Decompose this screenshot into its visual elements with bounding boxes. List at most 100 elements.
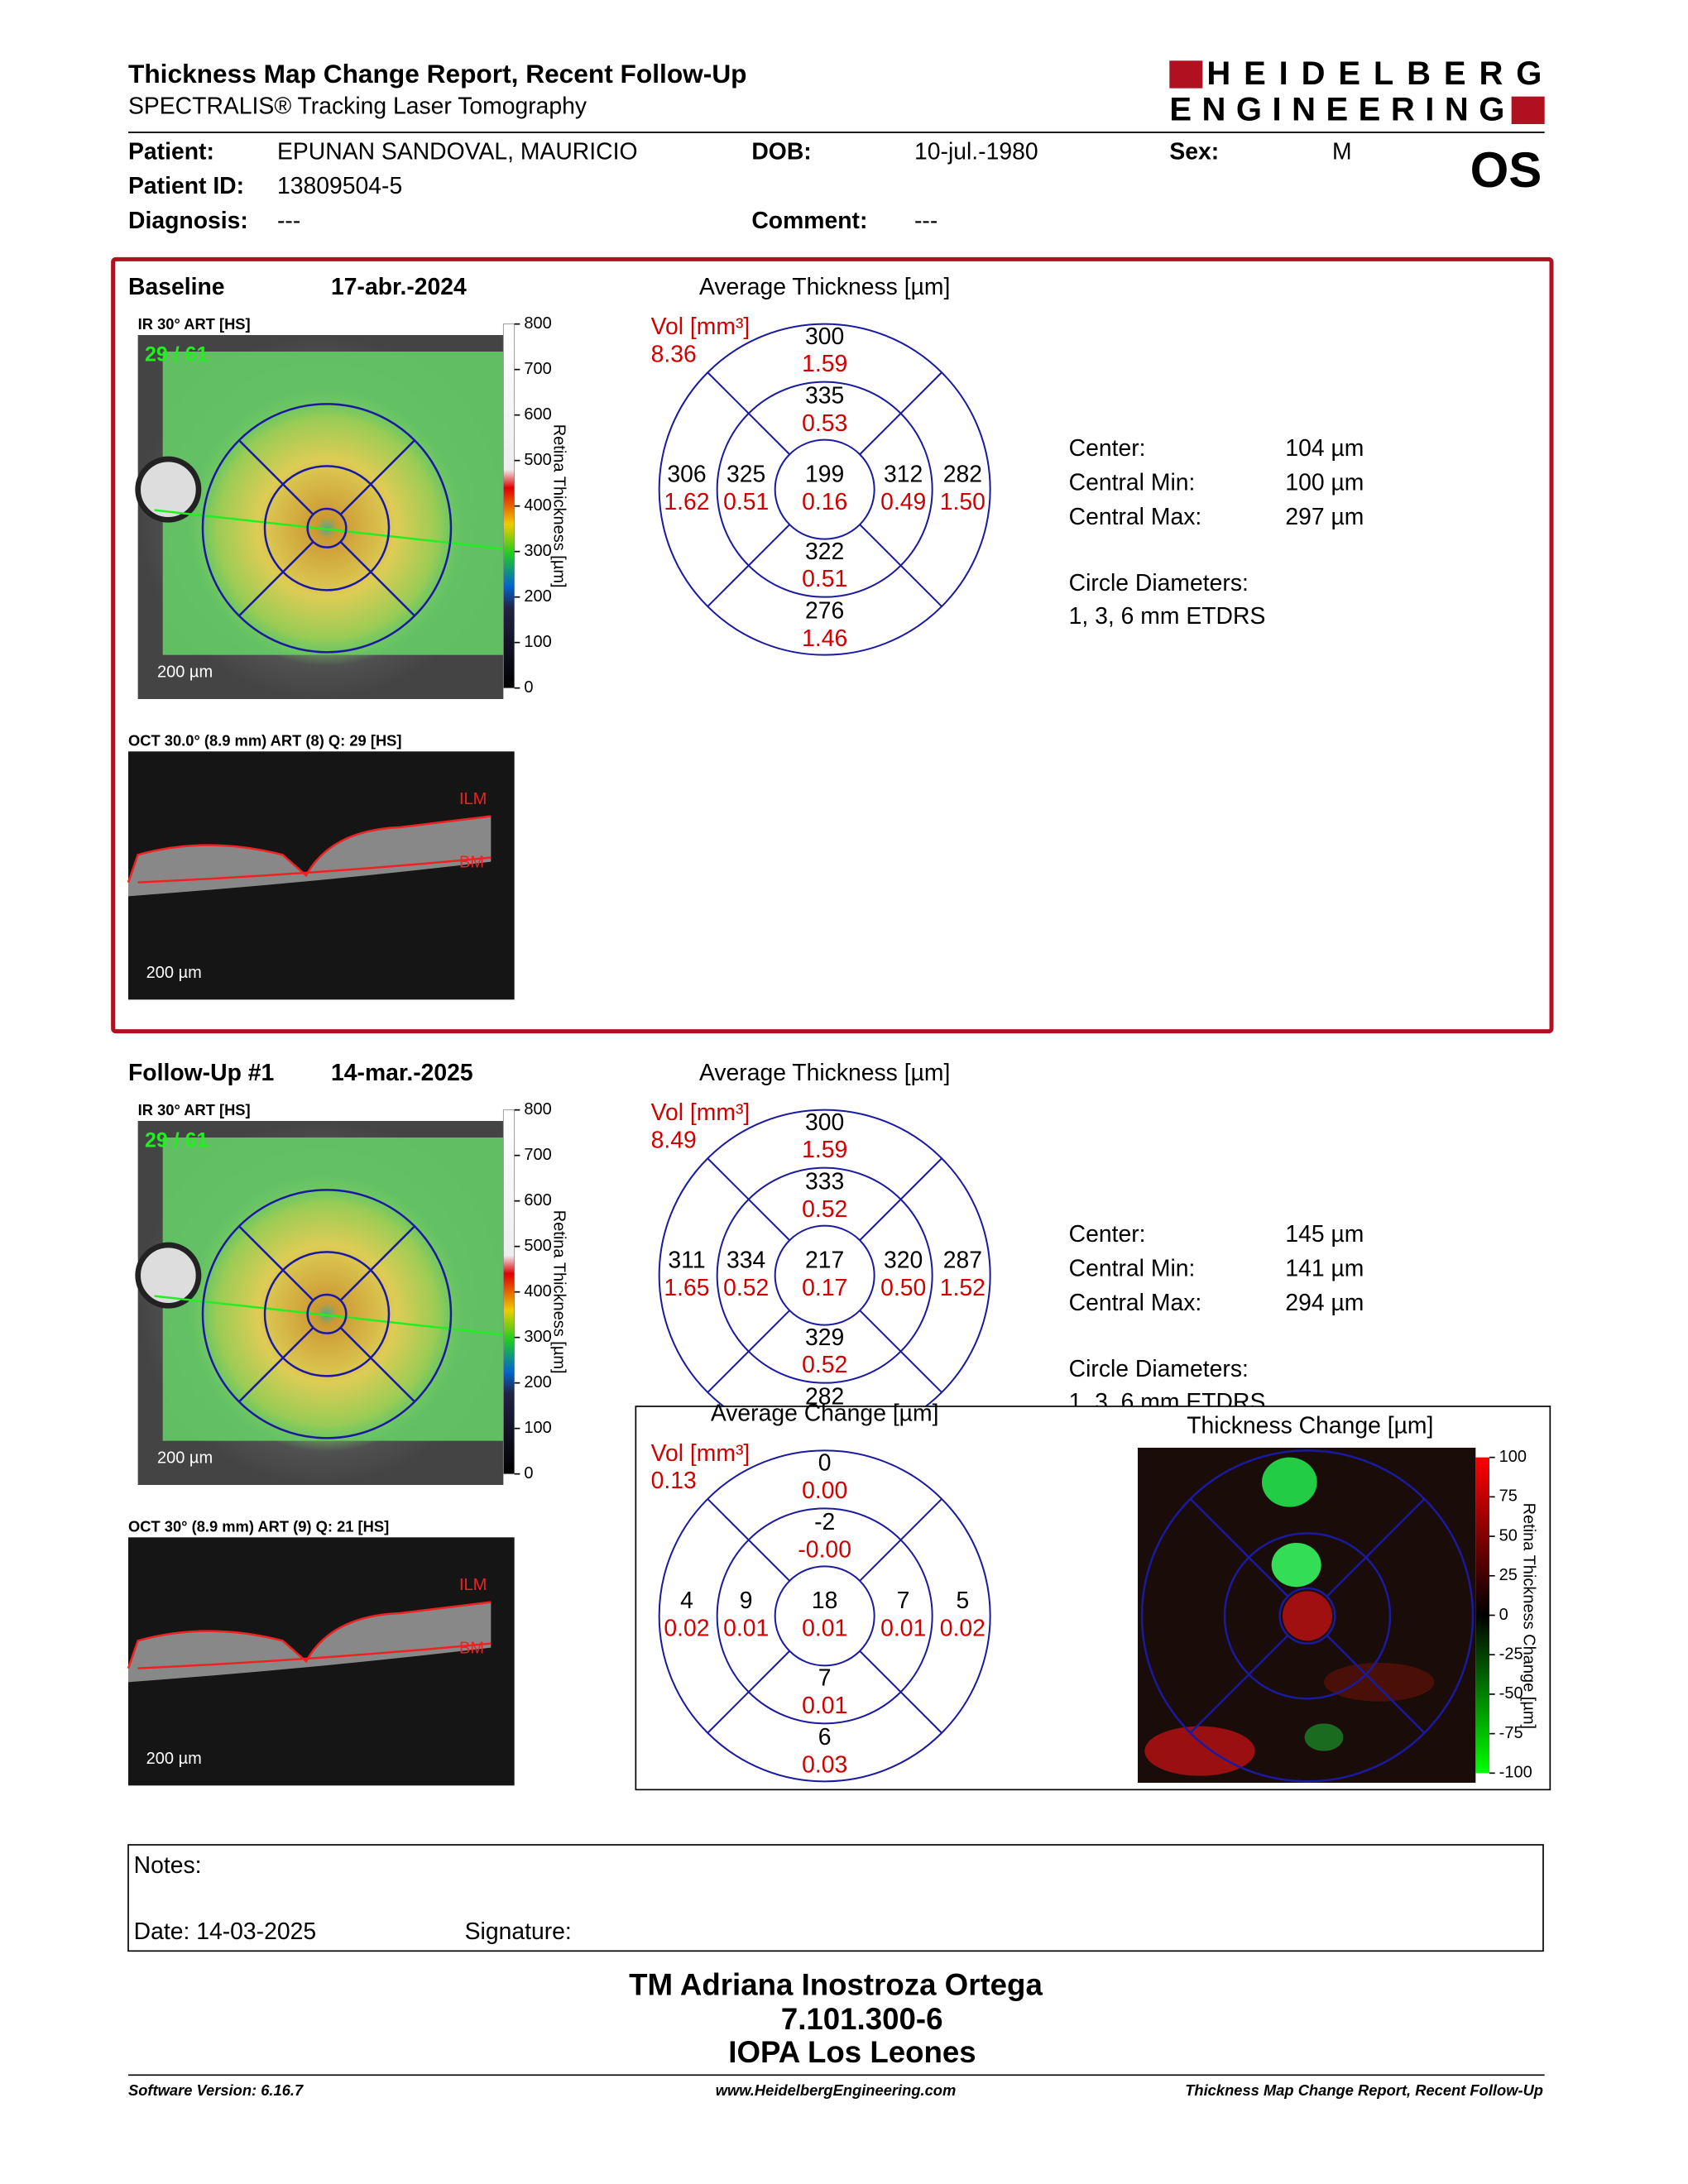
change: Thickness Change [µm] Retina Thickness C… (651, 1400, 1537, 1783)
volume: 0.01 (802, 1693, 847, 1719)
map-ring (1223, 1532, 1392, 1700)
value: --- (914, 208, 938, 234)
colorbar-label: Retina Thickness [µm] (550, 1210, 568, 1374)
thickness: 333 (805, 1168, 844, 1195)
etdrs-spoke (707, 1498, 790, 1582)
section-date: 17-abr.-2024 (331, 274, 467, 300)
vol-label: Vol [mm³] (651, 1440, 750, 1467)
sections: Baseline 17-abr.-2024 IR 30° ART [HS] 29 / … (127, 274, 1364, 1786)
etdrs-spoke (859, 1498, 942, 1582)
ilm-label: ILM (459, 790, 487, 808)
tick-label: 300 (524, 1328, 551, 1346)
stat-label: Central Min: (1069, 469, 1196, 496)
volume: 0.02 (664, 1615, 709, 1641)
section: Follow-Up #1 14-mar.-2025 IR 30° ART [HS] 2… (127, 1060, 1364, 1786)
etdrs-spoke (859, 371, 942, 455)
tick-label: 800 (524, 314, 551, 333)
tick-label: 600 (524, 1191, 551, 1209)
volume: 0.16 (802, 489, 847, 515)
volume: 0.00 (802, 1478, 847, 1504)
volume: 0.52 (723, 1275, 769, 1301)
stat-value: 100 µm (1285, 469, 1364, 496)
map-ring (306, 507, 348, 548)
tick-label: 100 (524, 1419, 551, 1437)
thickness: 300 (805, 1109, 844, 1136)
header: Thickness Map Change Report, Recent Foll… (128, 55, 1545, 234)
thickness: 5 (956, 1588, 969, 1614)
map-ring (201, 1189, 453, 1439)
diam-label: Circle Diameters: (1069, 1356, 1249, 1382)
map-ring (1140, 1449, 1475, 1783)
thickness: 334 (727, 1247, 765, 1273)
ir-title: IR 30° ART [HS] (138, 1101, 251, 1118)
etdrs-ring (716, 381, 933, 598)
footer-version: Software Version: 6.16.7 (128, 2081, 304, 2099)
oct-tissue (128, 1602, 492, 1683)
map-blob (1324, 1663, 1435, 1702)
oct-title: OCT 30.0° (8.9 mm) ART (8) Q: 29 [HS] (128, 732, 402, 750)
etdrs-ring (774, 438, 875, 540)
tick-label: 300 (524, 542, 551, 560)
thickness: 9 (740, 1588, 753, 1614)
tick-label: -75 (1499, 1724, 1523, 1742)
volume: 0.53 (802, 410, 847, 437)
ilm-label: ILM (459, 1576, 487, 1594)
stat-value: 294 µm (1285, 1290, 1364, 1316)
thickness: 18 (812, 1588, 838, 1614)
ir-scale: 200 µm (157, 663, 213, 682)
thickness: 282 (805, 1383, 844, 1410)
etdrs-ring (774, 1565, 875, 1667)
value: M (1332, 138, 1352, 165)
thickness: 199 (805, 461, 844, 487)
tick-label: 200 (524, 1373, 551, 1391)
tick-label: 400 (524, 1282, 551, 1300)
thickness: 322 (805, 539, 844, 565)
macula (189, 390, 465, 666)
map-spoke (339, 1326, 415, 1403)
notes-box (127, 1844, 1544, 1952)
stat-value: 145 µm (1285, 1221, 1364, 1248)
logo-block (1511, 96, 1545, 124)
volume: 1.46 (802, 625, 847, 652)
volume: 0.17 (802, 1275, 847, 1301)
thickness: 7 (818, 1664, 832, 1691)
value: EPUNAN SANDOVAL, MAURICIO (277, 138, 638, 165)
footer-url: www.HeidelbergEngineering.com (716, 2081, 957, 2099)
macula (189, 1176, 465, 1452)
volume: 0.01 (723, 1615, 769, 1641)
notes: Notes: Date: 14-03-2025 Signature: TM Ad… (127, 1844, 1545, 2099)
etdrs-spoke (859, 524, 942, 607)
label: Comment: (751, 208, 867, 234)
diam-value: 1, 3, 6 mm ETDRS (1069, 603, 1266, 630)
ir-overlay: 29 / 61 (145, 1129, 209, 1152)
stat-value: 104 µm (1285, 435, 1364, 462)
stat-label: Center: (1069, 1221, 1146, 1248)
tick-label: 500 (524, 451, 551, 469)
map-ring (263, 465, 391, 592)
thickness: 312 (884, 461, 923, 487)
volume: 1.62 (664, 489, 709, 515)
baseline-frame (111, 256, 1554, 1034)
bm-label: BM (459, 1640, 484, 1658)
etdrs-ring (658, 1449, 991, 1783)
thickness: 276 (805, 597, 844, 624)
map-spoke (339, 540, 415, 617)
etdrs-spoke (859, 1157, 942, 1241)
thickness: 306 (667, 461, 706, 487)
ilm (127, 1601, 492, 1669)
map-spoke (238, 1326, 314, 1403)
map-spoke (238, 540, 314, 617)
value: 13809504-5 (277, 173, 402, 199)
colorbar (1475, 1457, 1489, 1774)
ir-overlay: 29 / 61 (145, 343, 209, 366)
volume: 1.59 (802, 1137, 847, 1163)
map-spoke (238, 439, 314, 515)
thickness: -2 (814, 1509, 835, 1535)
etdrs-spoke (707, 1310, 790, 1393)
eye: OS (1470, 142, 1542, 198)
map-spoke (339, 439, 415, 515)
label: Diagnosis: (128, 208, 248, 234)
bm-label: BM (459, 854, 484, 872)
section-date: 14-mar.-2025 (331, 1060, 473, 1086)
